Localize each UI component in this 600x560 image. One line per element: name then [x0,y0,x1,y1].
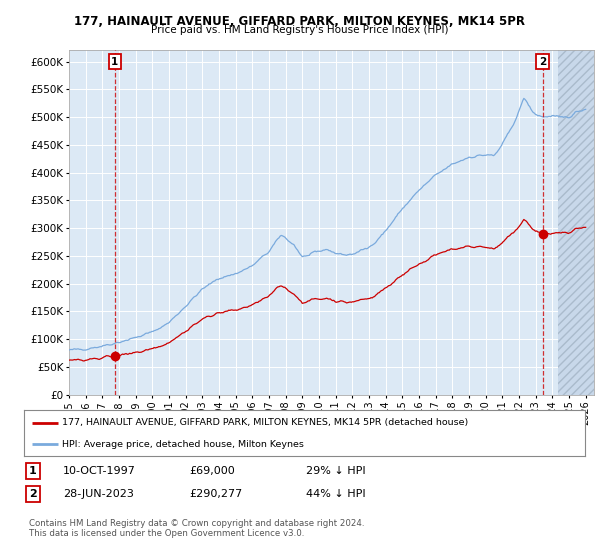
Text: 2: 2 [539,57,546,67]
Text: £290,277: £290,277 [189,489,242,499]
Text: Price paid vs. HM Land Registry's House Price Index (HPI): Price paid vs. HM Land Registry's House … [151,25,449,35]
Bar [558,50,596,395]
Text: 177, HAINAULT AVENUE, GIFFARD PARK, MILTON KEYNES, MK14 5PR (detached house): 177, HAINAULT AVENUE, GIFFARD PARK, MILT… [62,418,469,427]
Text: 44% ↓ HPI: 44% ↓ HPI [306,489,365,499]
Text: 28-JUN-2023: 28-JUN-2023 [63,489,134,499]
Text: 1: 1 [111,57,118,67]
Text: 29% ↓ HPI: 29% ↓ HPI [306,466,365,476]
Text: Contains HM Land Registry data © Crown copyright and database right 2024.
This d: Contains HM Land Registry data © Crown c… [29,519,364,538]
Text: 2: 2 [29,489,37,499]
Text: HPI: Average price, detached house, Milton Keynes: HPI: Average price, detached house, Milt… [62,440,304,449]
Text: £69,000: £69,000 [189,466,235,476]
Bar [558,50,596,395]
Text: 177, HAINAULT AVENUE, GIFFARD PARK, MILTON KEYNES, MK14 5PR: 177, HAINAULT AVENUE, GIFFARD PARK, MILT… [74,15,526,27]
Text: 10-OCT-1997: 10-OCT-1997 [63,466,136,476]
Text: 1: 1 [29,466,37,476]
